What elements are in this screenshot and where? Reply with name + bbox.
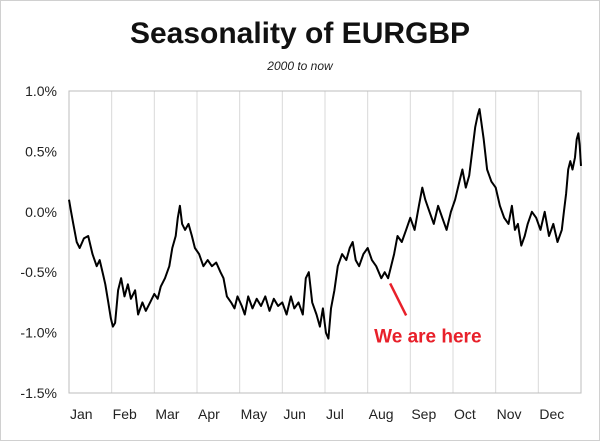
y-tick-label: -0.5% [20,264,57,280]
plot-border [68,90,582,394]
x-tick-label-may: May [241,406,267,422]
x-tick-label-dec: Dec [539,406,564,422]
x-tick-label-jun: Jun [283,406,306,422]
y-tick-label: 0.0% [25,204,57,220]
series-line [68,108,582,340]
y-tick-label: -1.0% [20,325,57,341]
x-tick-label-apr: Apr [198,406,220,422]
x-tick-label-aug: Aug [369,406,394,422]
chart-subtitle: 2000 to now [267,59,333,73]
gridlines [111,91,539,393]
y-tick-label: 1.0% [25,83,57,99]
annotation-label: We are here [374,326,481,347]
x-tick-label-feb: Feb [113,406,137,422]
y-tick-label: 0.5% [25,143,57,159]
chart-title: Seasonality of EURGBP [129,17,471,50]
y-tick-label: -1.5% [20,385,57,401]
x-tick-label-mar: Mar [155,406,179,422]
y-axis-tick-labels: 1.0% 0.5% 0.0% -0.5% -1.0% -1.5% [20,83,57,401]
x-axis-tick-labels: Jan Feb Mar Apr May Jun Jul Aug Sep Oct Nov Dec [70,406,564,422]
x-tick-label-jul: Jul [326,406,344,422]
x-tick-label-oct: Oct [454,406,476,422]
x-tick-label-nov: Nov [497,406,522,422]
x-tick-label-sep: Sep [411,406,436,422]
annotation-arrow [389,282,408,317]
x-tick-label-jan: Jan [70,406,93,422]
